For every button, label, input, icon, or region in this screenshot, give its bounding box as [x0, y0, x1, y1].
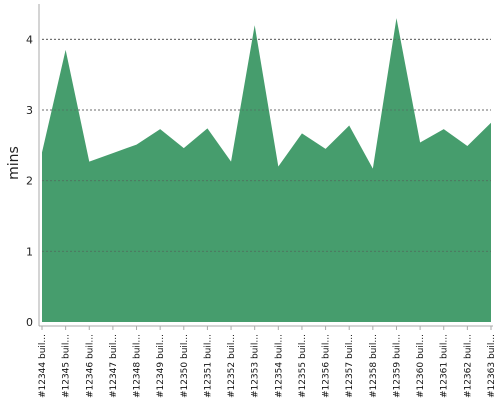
x-tick-label-5: #12349 buil...	[156, 334, 166, 398]
data-point-18	[465, 144, 469, 148]
area-series	[42, 18, 491, 323]
data-point-15	[394, 16, 398, 20]
x-tick-label-12: #12356 buil...	[322, 334, 332, 398]
area-layer	[40, 16, 493, 323]
x-tick-label-7: #12351 buil...	[203, 334, 213, 398]
y-tick-label-3: 3	[26, 104, 33, 117]
x-tick-label-6: #12350 buil...	[180, 334, 190, 398]
data-point-16	[418, 141, 422, 145]
data-point-4	[135, 143, 139, 147]
x-tick-label-18: #12362 buil...	[463, 334, 473, 398]
x-tick-label-19: #12363 buil...	[487, 334, 497, 398]
x-tick-label-14: #12358 buil...	[369, 334, 379, 398]
x-tick-label-4: #12348 buil...	[133, 334, 143, 398]
data-point-19	[489, 121, 493, 125]
data-point-12	[324, 147, 328, 151]
data-point-9	[253, 23, 257, 27]
data-point-2	[87, 160, 91, 164]
y-tick-label-4: 4	[26, 33, 33, 46]
y-tick-label-0: 0	[26, 316, 33, 329]
x-tick-label-11: #12355 buil...	[298, 334, 308, 398]
data-point-11	[300, 131, 304, 135]
x-tick-label-17: #12361 buil...	[440, 334, 450, 398]
x-tick-label-9: #12353 buil...	[251, 334, 261, 398]
data-point-1	[64, 48, 68, 52]
x-tick-label-13: #12357 buil...	[345, 334, 355, 398]
x-tick-label-3: #12347 buil...	[109, 334, 119, 398]
data-point-6	[182, 146, 186, 150]
axis-layer	[38, 4, 493, 330]
y-tick-label-1: 1	[26, 245, 33, 258]
x-tick-label-15: #12359 buil...	[392, 334, 402, 398]
data-point-13	[347, 124, 351, 128]
data-point-0	[40, 150, 44, 154]
x-tick-label-0: #12344 buil...	[38, 334, 48, 398]
data-point-17	[442, 127, 446, 131]
data-point-7	[205, 126, 209, 130]
data-point-14	[371, 167, 375, 171]
data-point-10	[276, 165, 280, 169]
x-tick-label-2: #12346 buil...	[85, 334, 95, 398]
x-tick-label-16: #12360 buil...	[416, 334, 426, 398]
x-tick-label-8: #12352 buil...	[227, 334, 237, 398]
y-tick-label-2: 2	[26, 175, 33, 188]
x-tick-labels: #12344 buil... #12345 buil... #12346 buil.…	[38, 334, 497, 398]
x-tick-label-10: #12354 buil...	[274, 334, 284, 398]
y-axis-title: mins	[6, 146, 22, 180]
data-point-8	[229, 160, 233, 164]
y-tick-labels: 0 1 2 3 4	[26, 33, 33, 329]
data-point-3	[111, 151, 115, 155]
x-tick-label-1: #12345 buil...	[62, 334, 72, 398]
data-point-5	[158, 127, 162, 131]
